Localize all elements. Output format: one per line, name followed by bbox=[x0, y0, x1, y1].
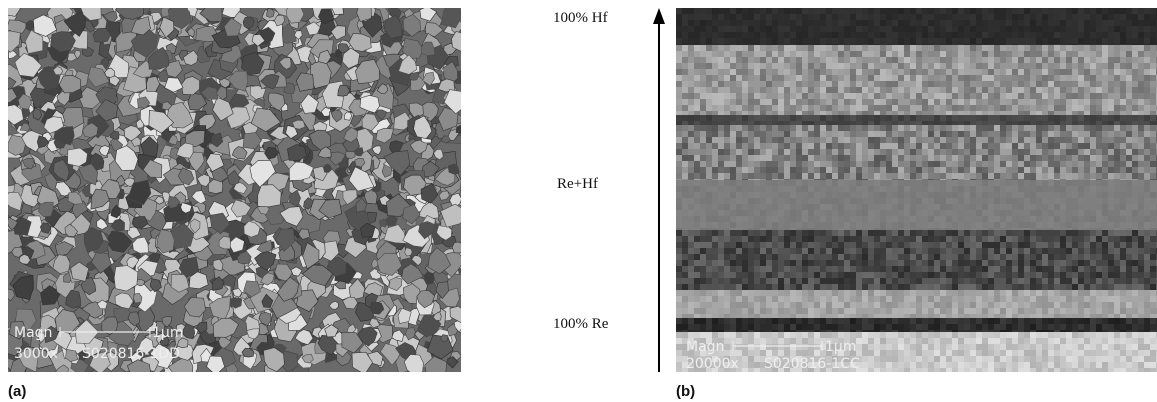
scale-length: 1µm bbox=[825, 339, 856, 355]
panel-label: (a) bbox=[8, 383, 26, 400]
panel-label: (b) bbox=[676, 383, 695, 400]
scale-length: 1µm bbox=[152, 325, 183, 341]
magnification: 20000x bbox=[686, 356, 739, 372]
axis-label: Re+Hf bbox=[557, 176, 598, 192]
figure: Magn 1µm 3000x S020816-1DD (a) 100% Hf R… bbox=[0, 0, 1157, 402]
magnification: 3000x bbox=[14, 346, 58, 362]
sample-id: S020816-1DD bbox=[82, 346, 180, 362]
magn: Magn bbox=[686, 339, 724, 355]
arrow-head bbox=[653, 8, 665, 24]
layer-texture bbox=[676, 8, 1157, 374]
magn: Magn bbox=[14, 325, 52, 341]
sample-id: S020816-1CC bbox=[764, 356, 860, 372]
grain-texture bbox=[0, 0, 471, 384]
axis-label: 100% Hf bbox=[553, 10, 608, 26]
axis-label: 100% Re bbox=[553, 316, 609, 332]
